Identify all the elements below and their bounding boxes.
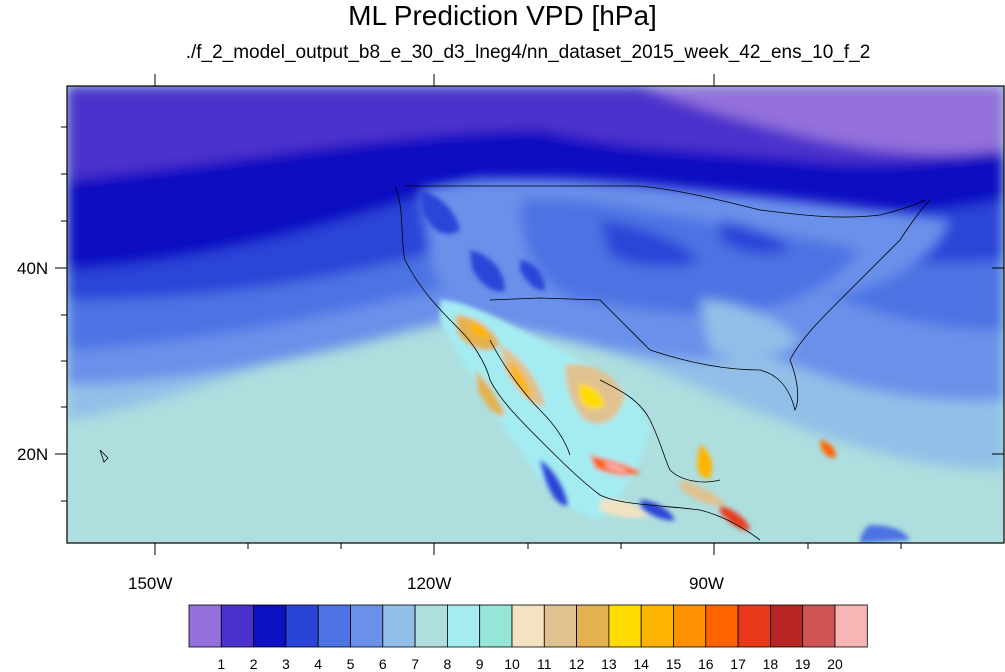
colorbar-label: 7 bbox=[411, 656, 419, 672]
colorbar-label: 20 bbox=[827, 656, 843, 672]
lon-label-120w: 120W bbox=[407, 574, 452, 593]
lon-label-150w: 150W bbox=[128, 574, 173, 593]
lon-label-90w: 90W bbox=[689, 574, 724, 593]
colorbar-box bbox=[446, 604, 481, 648]
colorbar-label: 2 bbox=[249, 656, 258, 672]
colorbar-label: 10 bbox=[504, 656, 520, 672]
colorbar-box bbox=[479, 604, 513, 648]
colorbar-box bbox=[770, 604, 804, 648]
colorbar-box bbox=[188, 604, 222, 648]
colorbar-box bbox=[253, 604, 287, 648]
coastlines bbox=[99, 185, 931, 541]
colorbar-box bbox=[608, 604, 642, 648]
colorbar-label: 17 bbox=[730, 656, 746, 672]
colorbar-label: 11 bbox=[537, 656, 552, 672]
vpd-field bbox=[67, 86, 1004, 543]
colorbar-label: 13 bbox=[601, 656, 617, 672]
colorbar-label: 4 bbox=[314, 656, 323, 672]
colorbar-label: 1 bbox=[217, 656, 226, 672]
colorbar-box bbox=[285, 604, 319, 648]
colorbar-box bbox=[414, 604, 448, 648]
colorbar-label: 5 bbox=[346, 656, 355, 672]
colorbar-label: 12 bbox=[568, 656, 585, 672]
colorbar-box bbox=[640, 604, 674, 648]
colorbar-box bbox=[705, 604, 739, 648]
colorbar-box bbox=[382, 604, 416, 648]
lat-label-20n: 20N bbox=[17, 445, 49, 464]
lat-label-40n: 40N bbox=[17, 259, 49, 278]
colorbar-label: 9 bbox=[475, 656, 484, 672]
colorbar-box bbox=[543, 604, 577, 648]
colorbar bbox=[188, 604, 868, 648]
colorbar-box bbox=[802, 604, 836, 648]
colorbar-label: 16 bbox=[698, 656, 714, 672]
colorbar-label: 8 bbox=[443, 656, 452, 672]
map-ticks bbox=[55, 74, 1004, 555]
colorbar-box bbox=[737, 604, 771, 648]
colorbar-box bbox=[673, 604, 707, 648]
colorbar-label: 19 bbox=[794, 656, 811, 672]
colorbar-box bbox=[511, 604, 545, 648]
map-subtitle: ./f_2_model_output_b8_e_30_d3_lneg4/nn_d… bbox=[185, 42, 871, 63]
colorbar-box bbox=[576, 604, 610, 648]
colorbar-label: 6 bbox=[378, 656, 387, 672]
colorbar-label: 3 bbox=[281, 656, 290, 672]
colorbar-box bbox=[317, 604, 351, 648]
colorbar-box bbox=[834, 604, 868, 648]
colorbar-label: 18 bbox=[762, 656, 779, 672]
page-title: ML Prediction VPD [hPa] bbox=[348, 0, 657, 31]
colorbar-label: 15 bbox=[665, 656, 682, 672]
colorbar-box bbox=[220, 604, 255, 648]
colorbar-box bbox=[350, 604, 384, 648]
colorbar-label: 14 bbox=[633, 656, 649, 672]
